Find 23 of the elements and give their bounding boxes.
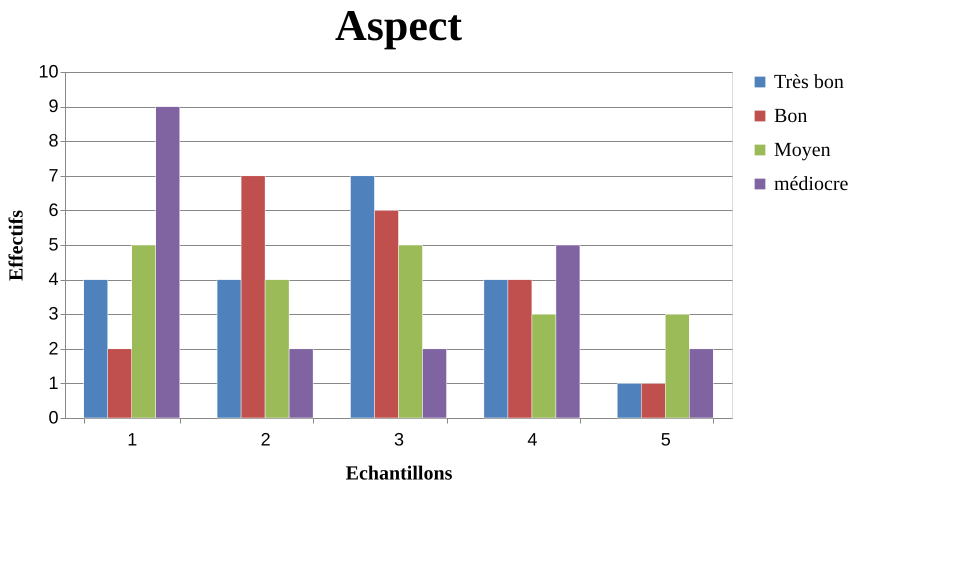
y-tick-label: 7: [48, 165, 58, 186]
legend-label: Moyen: [774, 139, 831, 161]
x-tick-label: 5: [660, 430, 671, 450]
legend-label: médiocre: [774, 173, 849, 195]
y-tick-label: 2: [48, 338, 58, 358]
y-tick-label: 8: [48, 130, 58, 151]
x-tick-label: 1: [127, 430, 138, 450]
legend-label: Bon: [774, 105, 808, 127]
y-tick-label: 3: [48, 304, 58, 324]
y-tick-label: 9: [48, 96, 58, 116]
x-tick-label: 2: [260, 430, 271, 450]
x-axis-title: Echantillons: [346, 462, 453, 484]
y-tick-label: 6: [48, 200, 58, 220]
y-axis-title: Effectifs: [5, 210, 28, 282]
legend-label: Très bon: [774, 71, 844, 93]
x-tick-label: 3: [394, 430, 404, 450]
y-tick-label: 4: [48, 269, 58, 290]
y-tick-label: 0: [48, 408, 58, 428]
y-tick-label: 1: [48, 372, 58, 393]
y-tick-label: 5: [48, 234, 58, 254]
chart-title: Aspect: [334, 1, 462, 50]
y-tick-label: 10: [38, 62, 58, 82]
x-tick-label: 4: [527, 430, 538, 450]
